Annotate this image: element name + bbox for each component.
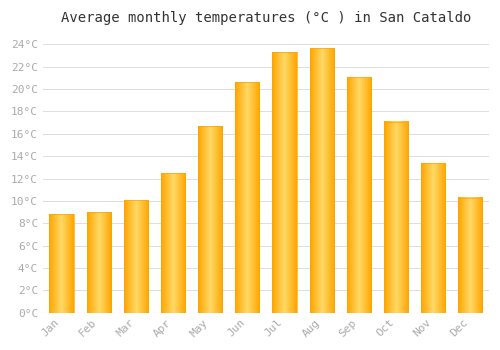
Bar [161,173,185,313]
Bar [458,197,482,313]
Bar [124,200,148,313]
Title: Average monthly temperatures (°C ) in San Cataldo: Average monthly temperatures (°C ) in Sa… [60,11,471,25]
Bar [86,212,111,313]
Bar [236,82,260,313]
Bar [384,121,408,313]
Bar [310,48,334,313]
Bar [421,163,445,313]
Bar [198,126,222,313]
Bar [50,214,74,313]
Bar [272,52,296,313]
Bar [347,77,371,313]
